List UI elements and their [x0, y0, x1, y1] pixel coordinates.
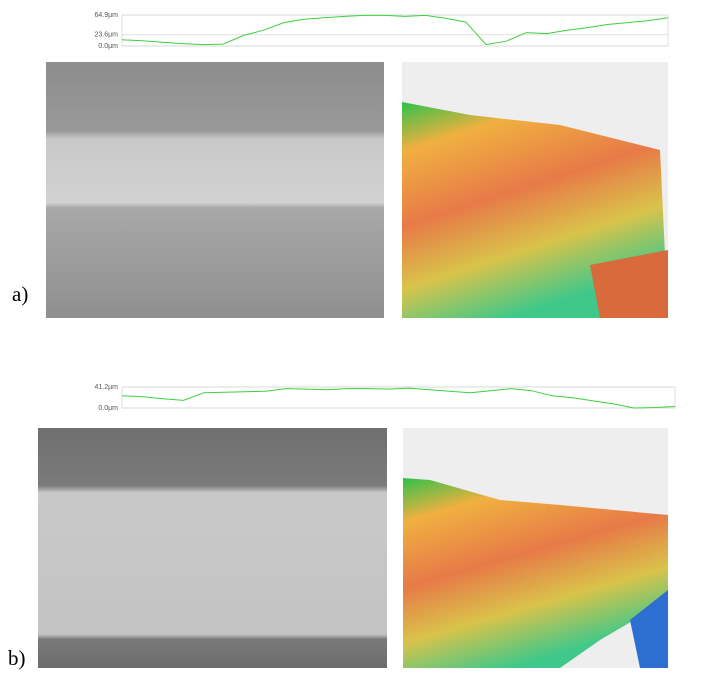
- y-tick-label: 0.0µm: [98, 43, 118, 50]
- micrograph: [38, 428, 387, 668]
- 3d-surface: [403, 478, 668, 668]
- y-tick-label: 41.2µm: [95, 384, 119, 391]
- y-tick-label: 23.6µm: [95, 32, 119, 39]
- y-tick-label: 0.0µm: [98, 405, 118, 412]
- profile-line: [121, 387, 676, 409]
- y-tick-label: 64.9µm: [95, 12, 119, 19]
- profile-line: [121, 14, 669, 46]
- panel-label: a): [12, 282, 28, 306]
- 3d-surface-patch: [590, 250, 668, 318]
- 3d-surface-patch: [630, 590, 668, 668]
- plot-frame: [121, 386, 676, 409]
- micrograph: [46, 62, 384, 318]
- plot-frame: [121, 14, 669, 47]
- panel-label: b): [8, 646, 26, 670]
